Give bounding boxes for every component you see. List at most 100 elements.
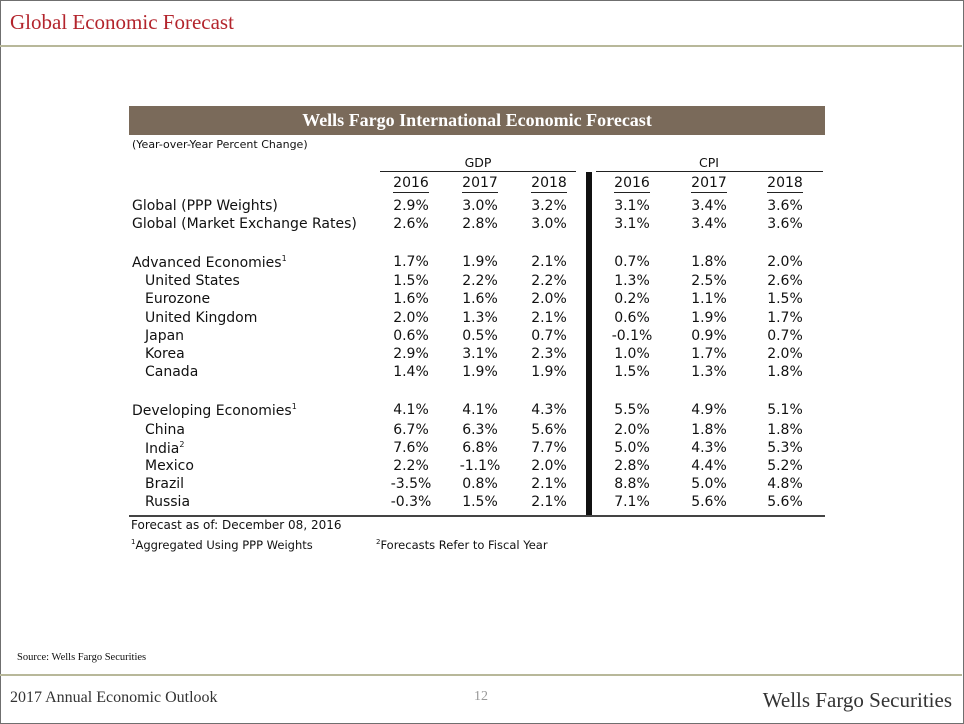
row-label: United States: [145, 273, 240, 289]
gdp-value: 3.2%: [531, 198, 567, 214]
cpi-value: 0.7%: [614, 254, 650, 270]
gdp-value: 6.3%: [462, 422, 498, 438]
row-label: Brazil: [145, 476, 185, 492]
row-label: China: [145, 422, 185, 438]
gdp-value: 1.9%: [462, 254, 498, 270]
gdp-value: -1.1%: [459, 458, 501, 474]
table-row: Canada 1.4% 1.9% 1.9% 1.5% 1.3% 1.8%: [0, 364, 964, 382]
cpi-value: 3.4%: [691, 198, 727, 214]
gdp-value: 4.1%: [462, 402, 498, 418]
gdp-value: 3.0%: [462, 198, 498, 214]
gdp-value: 2.9%: [393, 346, 429, 362]
row-label: Advanced Economies1: [132, 254, 287, 271]
row-label: Mexico: [145, 458, 194, 474]
gdp-value: 2.2%: [393, 458, 429, 474]
gdp-value: -3.5%: [390, 476, 432, 492]
cpi-value: 2.5%: [691, 273, 727, 289]
year-header: 2017: [462, 175, 498, 193]
title-rule: [0, 45, 962, 47]
footer-report-title: 2017 Annual Economic Outlook: [10, 689, 218, 706]
gdp-value: 1.9%: [462, 364, 498, 380]
source-note: Source: Wells Fargo Securities: [17, 652, 147, 663]
cpi-value: 4.8%: [767, 476, 803, 492]
cpi-value: 0.9%: [691, 328, 727, 344]
cpi-value: 1.8%: [691, 254, 727, 270]
cpi-value: 1.1%: [691, 291, 727, 307]
gdp-value: 1.5%: [393, 273, 429, 289]
cpi-value: 2.0%: [767, 346, 803, 362]
cpi-value: 2.0%: [767, 254, 803, 270]
gdp-value: 3.0%: [531, 216, 567, 232]
row-label: Russia: [145, 494, 191, 510]
gdp-value: 7.6%: [393, 440, 429, 456]
column-divider: [586, 172, 592, 515]
cpi-value: 2.6%: [767, 273, 803, 289]
row-label: Korea: [145, 346, 185, 362]
cpi-value: 3.6%: [767, 198, 803, 214]
page-title: Global Economic Forecast: [10, 10, 234, 34]
table-title: Wells Fargo International Economic Forec…: [129, 106, 825, 135]
table-bottom-rule: [129, 515, 825, 517]
cpi-value: 1.9%: [691, 310, 727, 326]
cpi-value: 2.8%: [614, 458, 650, 474]
cpi-value: 8.8%: [614, 476, 650, 492]
year-header: 2016: [614, 175, 650, 193]
cpi-header: CPI: [699, 155, 719, 170]
gdp-value: 5.6%: [531, 422, 567, 438]
table-row: Korea 2.9% 3.1% 2.3% 1.0% 1.7% 2.0%: [0, 346, 964, 364]
gdp-value: 1.3%: [462, 310, 498, 326]
gdp-value: 2.0%: [393, 310, 429, 326]
footnote-2: 2Forecasts Refer to Fiscal Year: [376, 538, 548, 552]
gdp-value: 1.6%: [462, 291, 498, 307]
gdp-header-rule: [380, 171, 576, 172]
gdp-value: 2.6%: [393, 216, 429, 232]
row-label: United Kingdom: [145, 310, 258, 326]
footer-rule: [0, 674, 962, 676]
cpi-header-rule: [596, 171, 823, 172]
year-header: 2016: [393, 175, 429, 193]
gdp-value: 3.1%: [462, 346, 498, 362]
cpi-value: 1.3%: [614, 273, 650, 289]
row-label: Developing Economies1: [132, 402, 297, 419]
cpi-value: 1.7%: [691, 346, 727, 362]
gdp-value: 2.1%: [531, 476, 567, 492]
table-row: Brazil -3.5% 0.8% 2.1% 8.8% 5.0% 4.8%: [0, 476, 964, 494]
table-row: Japan 0.6% 0.5% 0.7% -0.1% 0.9% 0.7%: [0, 328, 964, 346]
table-row: Russia -0.3% 1.5% 2.1% 7.1% 5.6% 5.6%: [0, 494, 964, 512]
row-label: Japan: [145, 328, 185, 344]
gdp-value: 0.7%: [531, 328, 567, 344]
cpi-value: 0.7%: [767, 328, 803, 344]
row-label: Global (PPP Weights): [132, 198, 278, 214]
gdp-value: 2.9%: [393, 198, 429, 214]
cpi-value: 5.6%: [691, 494, 727, 510]
cpi-value: 5.2%: [767, 458, 803, 474]
cpi-value: 5.3%: [767, 440, 803, 456]
cpi-value: 5.0%: [691, 476, 727, 492]
row-label: Eurozone: [145, 291, 211, 307]
cpi-value: 1.3%: [691, 364, 727, 380]
cpi-value: 5.1%: [767, 402, 803, 418]
gdp-value: 0.6%: [393, 328, 429, 344]
gdp-value: 2.2%: [462, 273, 498, 289]
gdp-value: 0.5%: [462, 328, 498, 344]
cpi-value: 1.8%: [767, 422, 803, 438]
cpi-value: 1.8%: [767, 364, 803, 380]
gdp-value: 2.1%: [531, 254, 567, 270]
cpi-value: 1.5%: [614, 364, 650, 380]
footer-brand: Wells Fargo Securities: [762, 688, 952, 712]
cpi-value: 0.6%: [614, 310, 650, 326]
cpi-value: 4.4%: [691, 458, 727, 474]
cpi-value: 5.6%: [767, 494, 803, 510]
cpi-value: 4.3%: [691, 440, 727, 456]
gdp-value: 6.7%: [393, 422, 429, 438]
gdp-value: 1.4%: [393, 364, 429, 380]
cpi-value: 1.7%: [767, 310, 803, 326]
gdp-value: 4.1%: [393, 402, 429, 418]
table-row: China 6.7% 6.3% 5.6% 2.0% 1.8% 1.8%: [0, 422, 964, 440]
cpi-value: 3.4%: [691, 216, 727, 232]
gdp-value: 7.7%: [531, 440, 567, 456]
table-row: United Kingdom 2.0% 1.3% 2.1% 0.6% 1.9% 1.7%: [0, 310, 964, 328]
cpi-value: 0.2%: [614, 291, 650, 307]
row-label: India2: [145, 440, 185, 457]
gdp-value: 2.1%: [531, 494, 567, 510]
